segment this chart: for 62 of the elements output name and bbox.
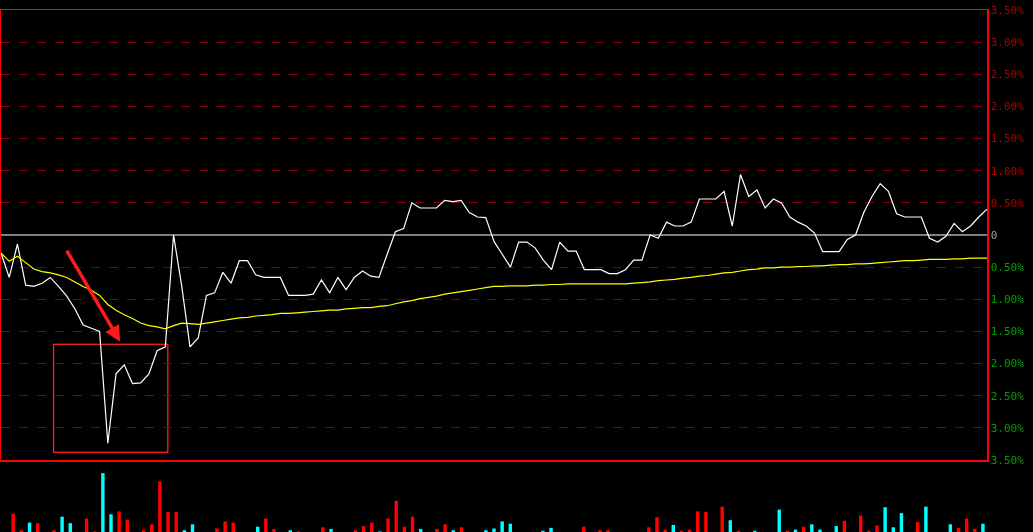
bar [810,524,814,532]
y-tick-label: 3.50% [990,3,1025,17]
bar [663,529,667,532]
bar [174,511,178,532]
bar [264,518,268,532]
bar [948,524,953,532]
bar [875,525,879,532]
bar [655,517,659,532]
bar [883,507,887,532]
bar [101,473,105,532]
bar [68,523,72,532]
y-tick-label: 1.00% [990,164,1025,178]
bar [150,524,154,532]
bar [190,524,195,532]
bar [321,527,325,532]
bar [500,521,504,532]
y-tick-label: 3.00% [990,35,1025,49]
bar [720,506,724,532]
bar [35,523,40,532]
y-tick-label: 2.50% [990,389,1025,403]
bar [924,506,928,532]
bar [215,528,219,532]
line-series [1,252,987,330]
bar [60,516,64,532]
y-tick-label: 2.00% [990,357,1025,371]
bar [549,527,553,532]
bar [964,518,969,532]
y-tick-label: 3.50% [990,453,1025,467]
bar [459,527,464,532]
bar [166,511,170,532]
bar [329,529,333,532]
bar [647,527,651,532]
y-tick-label: 1.50% [990,132,1025,146]
bar [109,514,113,532]
y-tick-label: 1.00% [990,293,1025,307]
bar [704,511,708,532]
y-tick-label: 0.50% [990,260,1025,274]
bar [981,523,985,532]
bar [117,511,121,532]
bar [696,511,700,532]
bar [818,529,822,532]
bar [728,520,733,532]
bar [973,529,977,532]
y-tick-label: 2.00% [990,100,1025,114]
bar [435,529,439,532]
y-tick-label: 0 [990,228,998,242]
y-tick-label: 3.00% [990,421,1025,435]
bar [158,481,162,532]
bar [834,526,838,532]
y-tick-label: 2.50% [990,68,1025,82]
bar [891,527,895,532]
y-tick-label: 1.50% [990,325,1025,339]
bar [492,528,496,532]
line-series [1,173,987,444]
bar [443,524,447,532]
bar [272,529,276,532]
bar [386,518,390,532]
bar [84,518,89,532]
y-tick-label: 0.50% [990,196,1025,210]
bar [361,526,366,532]
bar [418,529,423,532]
bar [223,521,227,532]
